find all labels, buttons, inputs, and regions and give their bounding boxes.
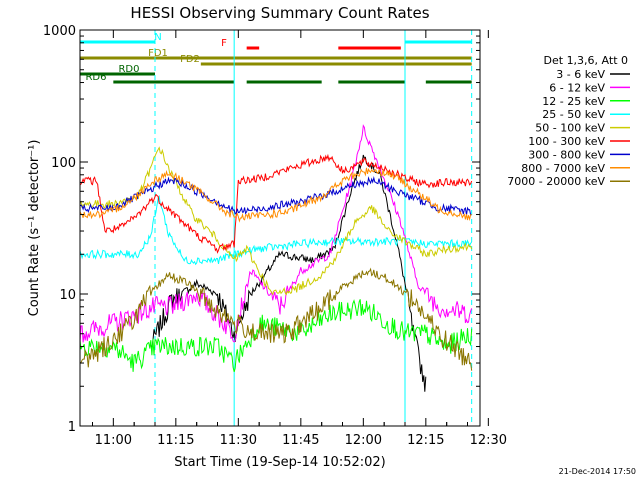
- legend-label-800-7000-kev: 800 - 7000 keV: [521, 162, 605, 175]
- flag-label-n: N: [154, 32, 161, 43]
- x-tick-label: 12:00: [345, 433, 382, 448]
- flag-label-rd0: RD0: [118, 64, 139, 75]
- x-tick-label: 11:15: [157, 433, 194, 448]
- flag-label-f: F: [221, 38, 227, 49]
- y-axis-label: Count Rate (s⁻¹ detector⁻¹): [27, 140, 42, 317]
- legend-label-100-300-kev: 100 - 300 keV: [528, 135, 605, 148]
- series-line-25-50-kev: [79, 194, 473, 266]
- axis-ticks: 11:00 11:15 11:30 11:45 12:00 12:15 12:30 1 10 10…: [43, 24, 507, 448]
- y-tick-label: 100: [51, 156, 76, 171]
- series-line-3-6-kev: [150, 154, 427, 392]
- legend-label-12-25-kev: 12 - 25 keV: [542, 95, 605, 108]
- series-line-50-100-kev: [79, 146, 473, 296]
- y-tick-label: 1000: [43, 24, 76, 39]
- timestamp: 21-Dec-2014 17:50: [559, 467, 636, 476]
- y-tick-label: 1: [68, 420, 76, 435]
- y-tick-label: 10: [59, 288, 76, 303]
- flag-label-rd6: RD6: [85, 72, 106, 83]
- x-tick-label: 11:00: [95, 433, 132, 448]
- x-tick-label: 12:15: [407, 433, 444, 448]
- legend-label-300-800-kev: 300 - 800 keV: [528, 148, 605, 161]
- flag-label-fd2: FD2: [180, 54, 200, 65]
- series-line-7000-20000-kev: [79, 267, 473, 371]
- flag-label-fd1: FD1: [148, 48, 168, 59]
- legend-label-25-50-kev: 25 - 50 keV: [542, 108, 605, 121]
- x-tick-label: 11:45: [282, 433, 319, 448]
- chart-title: HESSI Observing Summary Count Rates: [130, 4, 429, 22]
- x-axis-label: Start Time (19-Sep-14 10:52:02): [174, 455, 385, 470]
- legend-header: Det 1,3,6, Att 0: [544, 54, 628, 67]
- series-line-800-7000-kev: [79, 167, 472, 223]
- vertical-markers: [79, 30, 473, 426]
- series-line-12-25-kev: [79, 299, 473, 373]
- x-tick-label: 12:30: [470, 433, 507, 448]
- series-layer: [79, 124, 473, 392]
- series-line-300-800-kev: [79, 176, 472, 216]
- legend-label-6-12-kev: 6 - 12 keV: [549, 81, 605, 94]
- series-line-6-12-kev: [79, 124, 473, 345]
- legend-label-3-6-kev: 3 - 6 keV: [556, 68, 605, 81]
- legend-label-50-100-kev: 50 - 100 keV: [535, 122, 605, 135]
- legend-label-7000-20000-kev: 7000 - 20000 keV: [507, 175, 605, 188]
- flag-bars: N F FD1 FD2 RD0 RD6: [80, 32, 472, 84]
- x-tick-label: 11:30: [220, 433, 257, 448]
- series-line-100-300-kev: [79, 153, 473, 254]
